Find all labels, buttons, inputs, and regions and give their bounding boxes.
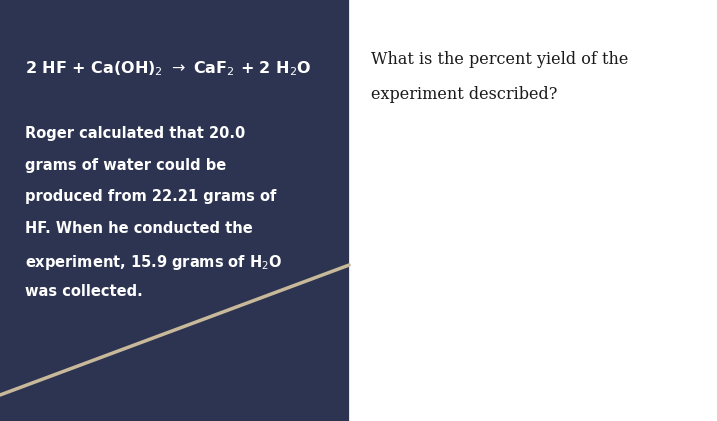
Text: What is the percent yield of the: What is the percent yield of the: [371, 51, 628, 67]
Text: grams of water could be: grams of water could be: [25, 158, 227, 173]
Text: was collected.: was collected.: [25, 284, 143, 299]
Text: 2 HF + Ca(OH)$_2$ $\rightarrow$ CaF$_2$ + 2 H$_2$O: 2 HF + Ca(OH)$_2$ $\rightarrow$ CaF$_2$ …: [25, 59, 312, 77]
Text: experiment described?: experiment described?: [371, 86, 557, 103]
Text: experiment, 15.9 grams of H$_2$O: experiment, 15.9 grams of H$_2$O: [25, 253, 282, 272]
Text: Roger calculated that 20.0: Roger calculated that 20.0: [25, 126, 245, 141]
Text: produced from 22.21 grams of: produced from 22.21 grams of: [25, 189, 277, 205]
Text: HF. When he conducted the: HF. When he conducted the: [25, 221, 253, 236]
Bar: [0, 0, 349, 421]
